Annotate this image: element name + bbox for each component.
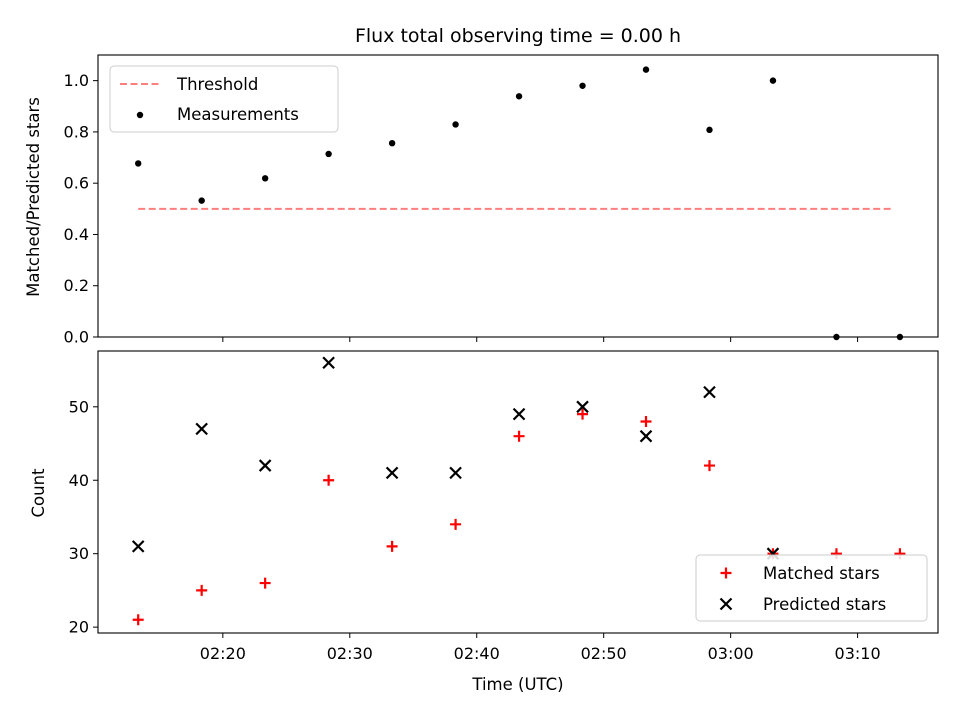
bottom-ytick-label: 40 [69, 471, 89, 490]
matched-stars-point [450, 518, 462, 530]
predicted-stars-point [385, 466, 399, 480]
legend-matched-label: Matched stars [763, 564, 880, 583]
top-ytick-label: 0.4 [64, 225, 89, 244]
top-ytick-label: 0.6 [64, 174, 89, 193]
bottom-y-axis-label: Count [29, 468, 48, 518]
bottom-xtick-label: 02:30 [327, 644, 373, 663]
bottom-legend-box [695, 554, 928, 622]
measurement-point [388, 139, 396, 147]
matched-stars-point [132, 614, 144, 626]
matched-stars-point [577, 408, 589, 420]
measurement-point [261, 175, 269, 182]
x-axis-label: Time (UTC) [471, 675, 563, 694]
bottom-legend: Matched stars Predicted stars [695, 554, 928, 622]
bottom-xtick-label: 02:20 [200, 644, 246, 663]
matched-stars-point [259, 577, 271, 589]
top-axes-frame [97, 54, 939, 338]
top-y-axis-label: Matched/Predicted stars [24, 97, 43, 297]
legend-measurements-label: Measurements [177, 105, 299, 124]
bottom-ytick-label: 20 [69, 618, 89, 637]
legend-threshold-label: Threshold [176, 75, 258, 94]
measurement-point [515, 93, 523, 100]
matched-stars-point [323, 474, 335, 486]
measurement-point [642, 66, 650, 73]
top-legend: Threshold Measurements [109, 65, 339, 133]
measurement-point [579, 82, 586, 89]
matched-stars-point [386, 540, 398, 552]
top-ytick-label: 0.2 [64, 276, 89, 295]
bottom-axes-frame [97, 350, 939, 634]
measurement-point [135, 160, 142, 167]
matched-stars-point [703, 460, 715, 472]
bottom-xtick-label: 02:50 [581, 644, 627, 663]
top-plot: 0.0 0.2 0.4 0.6 0.8 1.0 Threshold Measurements [64, 54, 939, 347]
bottom-plot: 20 30 40 50 02:20 02:30 02:40 02:50 03:00 03:10 Ma… [69, 350, 939, 663]
measurement-point [325, 150, 332, 158]
legend-predicted-swatch [719, 597, 733, 611]
predicted-stars-point [195, 422, 208, 436]
bottom-xtick-label: 02:40 [454, 644, 500, 663]
predicted-stars-point [131, 540, 145, 553]
predicted-stars-point [258, 459, 272, 472]
predicted-stars-point [639, 429, 653, 443]
measurement-point [198, 197, 205, 204]
predicted-stars-point [512, 407, 526, 421]
chart-title: Flux total observing time = 0.00 h [355, 25, 681, 47]
measurement-point [769, 77, 777, 84]
bottom-ytick-label: 30 [69, 544, 89, 563]
legend-predicted-label: Predicted stars [763, 595, 886, 614]
matched-stars-point [513, 430, 525, 442]
predicted-stars-point [703, 385, 716, 399]
bottom-ytick-label: 50 [69, 397, 89, 416]
bottom-xtick-label: 03:00 [708, 644, 754, 663]
predicted-stars-point [576, 400, 589, 414]
measurement-point [706, 126, 713, 134]
matched-stars-point [640, 416, 652, 427]
predicted-stars-point [322, 356, 335, 370]
top-ytick-label: 0.8 [64, 122, 89, 141]
bottom-xtick-label: 03:10 [835, 644, 881, 663]
top-ytick-label: 0.0 [64, 328, 89, 347]
predicted-stars-point [449, 466, 462, 480]
matched-stars-point [196, 584, 208, 596]
legend-matched-swatch [720, 567, 732, 579]
legend-measurements-swatch [136, 111, 144, 119]
measurement-point [452, 121, 459, 128]
top-legend-box [109, 65, 339, 133]
top-ytick-label: 1.0 [64, 71, 89, 90]
